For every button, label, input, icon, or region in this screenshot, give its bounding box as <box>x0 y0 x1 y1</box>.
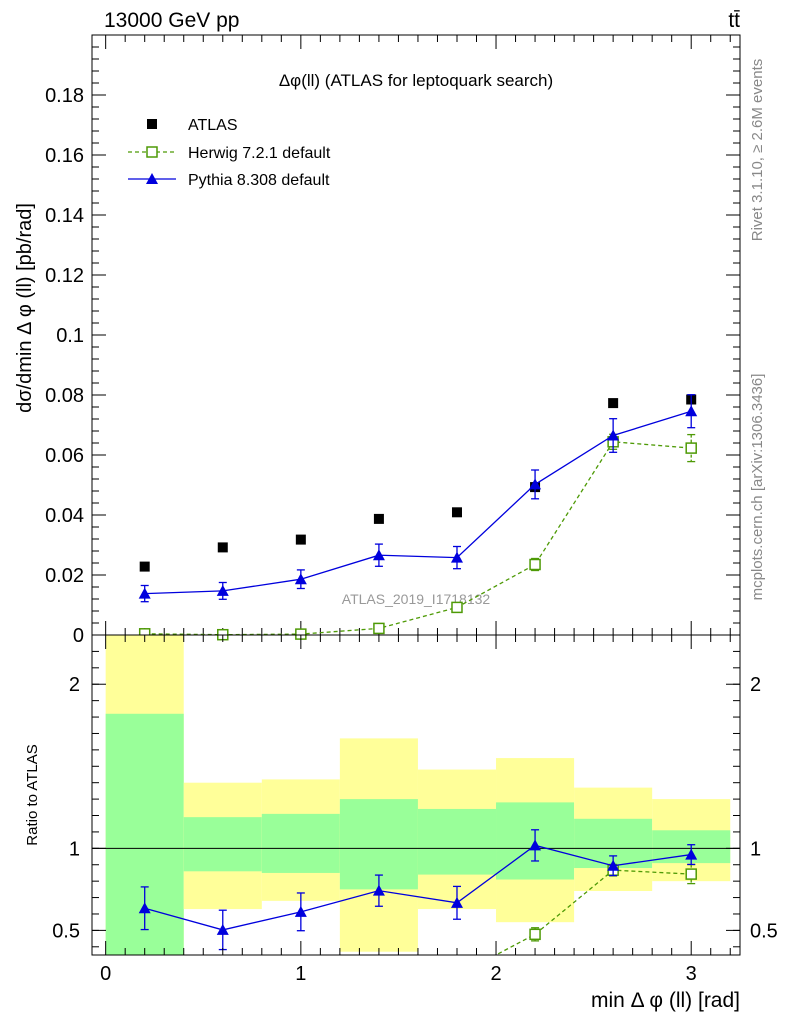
mcplots-label: mcplots.cern.ch [arXiv:1306.3436] <box>749 374 766 601</box>
ratio-point <box>685 848 698 860</box>
ratio-point <box>529 839 542 851</box>
legend: ATLAS Herwig 7.2.1 default Pythia 8.308 de… <box>128 117 331 189</box>
legend-marker <box>146 173 158 184</box>
header-right: tt̄ <box>728 9 740 32</box>
x-tick-label: 3 <box>686 963 697 985</box>
ratio-point <box>372 884 385 896</box>
ratio-y-tick-label: 2 <box>69 674 80 696</box>
main-y-ticks: 0 0.02 0.04 0.06 0.08 0.1 0.12 0.14 0.16 0.18 <box>45 34 740 647</box>
main-y-tick-label: 0.04 <box>45 505 84 527</box>
legend-marker <box>147 119 157 129</box>
legend-label: Herwig 7.2.1 default <box>188 145 331 162</box>
main-series <box>138 394 698 641</box>
ratio-series <box>138 829 698 955</box>
ratio-panel: 0.5 0.5 1 1 2 2 0 1 2 3 Ratio to ATLAS min Δ φ (… <box>24 634 778 1012</box>
ratio-y-ticks: 0.5 0.5 1 1 2 2 <box>52 650 778 948</box>
data-point <box>529 558 541 571</box>
data-point <box>216 584 229 596</box>
ratio-point <box>294 905 307 917</box>
watermark: ATLAS_2019_I1718132 <box>342 591 491 607</box>
main-y-tick-label: 0.12 <box>45 265 84 287</box>
ratio-point <box>450 896 463 908</box>
data-point <box>685 442 697 454</box>
main-x-ticks <box>105 35 731 635</box>
ratio-y-tick-label: 0.5 <box>52 920 80 942</box>
data-point <box>450 551 463 563</box>
legend-item: Pythia 8.308 default <box>128 172 330 189</box>
ratio-point <box>216 923 229 935</box>
main-y-tick-label: 0.18 <box>45 85 84 107</box>
ratio-point <box>138 902 151 914</box>
data-point <box>139 561 150 572</box>
rivet-label: Rivet 3.1.10, ≥ 2.6M events <box>749 59 766 242</box>
ratio-y-tick-label-right: 1 <box>750 838 761 860</box>
stat-uncertainty-band <box>261 813 340 873</box>
x-tick-label: 2 <box>490 963 501 985</box>
ratio-y-tick-label-right: 0.5 <box>750 920 778 942</box>
plot-title: Δφ(ll) (ATLAS for leptoquark search) <box>279 71 553 90</box>
ratio-series-pythia <box>138 829 698 951</box>
main-y-tick-label: 0.1 <box>56 325 84 347</box>
data-point <box>217 542 228 553</box>
data-point <box>294 573 307 585</box>
header-left: 13000 GeV pp <box>104 9 239 32</box>
series-herwig <box>138 433 697 641</box>
data-point <box>451 507 462 518</box>
data-point <box>373 622 385 635</box>
series-line <box>144 410 692 595</box>
ratio-x-ticks: 0 1 2 3 <box>100 635 731 985</box>
main-y-tick-label: 0.14 <box>45 205 84 227</box>
data-point <box>295 534 306 545</box>
legend-label: ATLAS <box>188 117 238 134</box>
stat-uncertainty-band <box>417 808 497 875</box>
legend-label: Pythia 8.308 default <box>188 172 330 189</box>
data-point <box>138 587 151 599</box>
legend-item: ATLAS <box>147 117 238 134</box>
data-point <box>685 405 698 417</box>
series-pythia <box>138 394 698 603</box>
ratio-point <box>529 928 541 941</box>
main-panel: 0 0.02 0.04 0.06 0.08 0.1 0.12 0.14 0.16 0.18 ATL… <box>14 34 741 647</box>
main-y-tick-label: 0.08 <box>45 385 84 407</box>
main-y-axis-label: dσ/dmin Δ φ (ll) [pb/rad] <box>14 203 36 413</box>
main-y-tick-label: 0 <box>73 625 84 647</box>
data-point <box>451 601 463 614</box>
main-y-tick-label: 0.16 <box>45 145 84 167</box>
stat-uncertainty-band <box>183 817 262 872</box>
x-axis-label: min Δ φ (ll) [rad] <box>591 989 740 1012</box>
data-point <box>529 478 542 490</box>
stat-uncertainty-band <box>339 799 418 890</box>
ratio-y-axis-label: Ratio to ATLAS <box>24 744 41 845</box>
data-point <box>372 549 385 561</box>
legend-item: Herwig 7.2.1 default <box>128 145 331 162</box>
ratio-bands <box>105 635 731 955</box>
ratio-point <box>685 868 697 880</box>
ratio-y-tick-label-right: 2 <box>750 674 761 696</box>
data-point <box>608 398 619 409</box>
x-tick-label: 1 <box>295 963 306 985</box>
data-point <box>373 513 384 524</box>
data-point <box>607 429 620 441</box>
x-tick-label: 0 <box>100 963 111 985</box>
ratio-point <box>607 859 620 871</box>
ratio-line <box>144 844 692 931</box>
ratio-y-tick-label: 1 <box>69 838 80 860</box>
main-y-tick-label: 0.06 <box>45 445 84 467</box>
ratio-panel-frame <box>91 634 741 956</box>
main-y-tick-label: 0.02 <box>45 565 84 587</box>
legend-marker <box>146 146 158 158</box>
